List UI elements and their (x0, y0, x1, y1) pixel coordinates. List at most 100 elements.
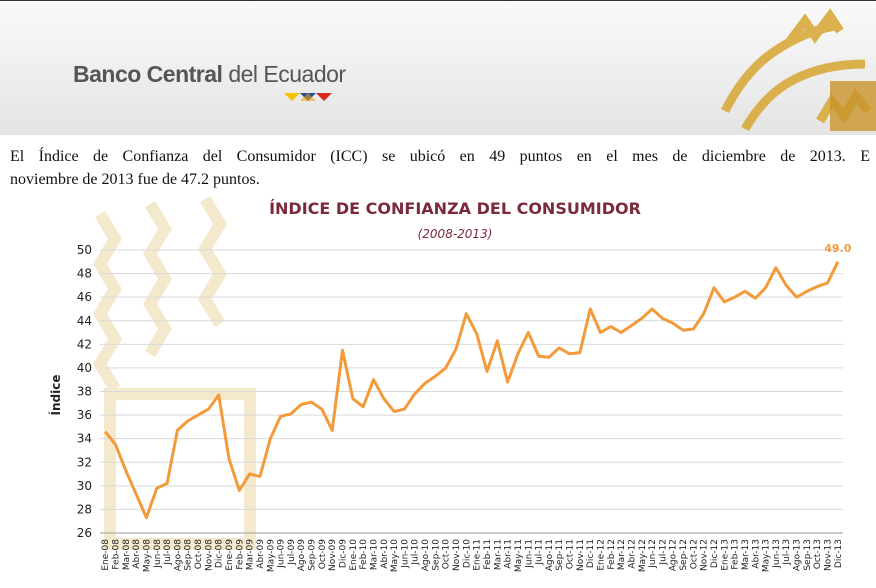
x-tick-label: Nov-11 (576, 539, 586, 571)
x-tick-label: Mar-13 (741, 539, 751, 570)
x-tick-label: Oct-09 (318, 539, 328, 570)
x-tick-label: Oct-13 (813, 539, 823, 569)
x-tick-label: Sep-10 (431, 539, 441, 571)
brand: Banco Central del Ecuador (73, 61, 346, 88)
x-tick-label: Dic-11 (586, 539, 596, 568)
watermark (93, 195, 256, 550)
y-tick-label: 42 (77, 337, 92, 351)
y-tick-label: 26 (77, 526, 92, 540)
y-tick-label: 30 (77, 479, 92, 493)
x-tick-label: Nov-12 (700, 539, 710, 571)
x-tick-label: Mar-12 (617, 539, 627, 570)
x-tick-label: Mar-09 (246, 539, 256, 570)
x-tick-label: Sep-12 (679, 539, 689, 571)
x-tick-label: May-13 (762, 539, 772, 572)
paragraph-line: El Índice de Confianza del Consumidor (I… (10, 148, 870, 165)
x-tick-label: Sep-11 (555, 539, 565, 571)
x-tick-label: Jul-10 (411, 539, 421, 566)
x-tick-label: Jun-11 (524, 539, 534, 569)
x-tick-label: Jul-11 (535, 539, 545, 566)
y-tick-label: 50 (77, 243, 92, 257)
x-tick-label: Ene-12 (596, 539, 606, 571)
x-tick-label: May-12 (638, 539, 648, 572)
x-tick-label: Ene-09 (225, 539, 235, 571)
chart-title: ÍNDICE DE CONFIANZA DEL CONSUMIDOR (269, 199, 641, 218)
x-tick-label: Jul-12 (658, 539, 668, 566)
x-tick-label: Sep-13 (803, 539, 813, 571)
y-tick-label: 34 (77, 432, 92, 446)
x-tick-label: Dic-09 (339, 539, 349, 568)
x-tick-label: Oct-10 (442, 539, 452, 570)
x-tick-label: May-10 (390, 539, 400, 572)
header-art (284, 8, 876, 132)
x-tick-label: Nov-08 (204, 539, 214, 571)
x-tick-label: Jun-13 (772, 539, 782, 569)
y-tick-label: 40 (77, 361, 92, 375)
x-tick-label: Feb-12 (607, 539, 617, 570)
x-tick-label: Jun-09 (277, 539, 287, 569)
y-tick-label: 44 (77, 314, 92, 328)
x-tick-label: Jun-10 (400, 539, 410, 569)
x-tick-label: Ago-13 (793, 539, 803, 571)
x-tick-label: Oct-12 (689, 539, 699, 569)
brand-rest: del Ecuador (228, 61, 346, 87)
y-tick-label: 32 (77, 455, 92, 469)
x-tick-label: Nov-13 (824, 539, 834, 571)
x-tick-label: Oct-11 (566, 539, 576, 569)
x-tick-label: Feb-13 (731, 539, 741, 570)
x-tick-label: Jul-08 (163, 539, 173, 566)
x-tick-label: Ene-11 (473, 539, 483, 571)
chart: ÍNDICE DE CONFIANZA DEL CONSUMIDOR (2008… (48, 195, 852, 572)
y-tick-label: 36 (77, 408, 92, 422)
y-tick-label: 48 (77, 267, 92, 281)
x-tick-label: Feb-10 (359, 539, 369, 570)
header: Banco Central del Ecuador (0, 0, 876, 135)
x-tick-label: Abr-11 (504, 539, 514, 569)
x-tick-label: Ago-08 (173, 539, 183, 572)
x-tick-label: Sep-09 (308, 539, 318, 571)
x-tick-label: Nov-10 (452, 539, 462, 571)
x-tick-label: Oct-08 (194, 539, 204, 570)
x-tick-label: Feb-09 (235, 539, 245, 570)
x-tick-label: Jul-13 (782, 539, 792, 566)
x-tick-label: Feb-08 (111, 539, 121, 570)
x-tick-label: Ago-11 (545, 539, 555, 571)
x-tick-label: Ago-09 (297, 539, 307, 572)
x-tick-label: May-09 (266, 539, 276, 572)
x-tick-label: Ene-08 (101, 539, 111, 571)
x-tick-label: Ago-12 (669, 539, 679, 571)
x-tick-label: Jun-12 (648, 539, 658, 569)
x-tick-label: May-08 (142, 539, 152, 572)
data-line (104, 261, 840, 520)
x-tick-label: Ago-10 (421, 539, 431, 572)
x-tick-label: Nov-09 (328, 539, 338, 571)
x-tick-label: Abr-09 (256, 539, 266, 569)
x-tick-label: Mar-08 (122, 539, 132, 570)
x-tick-label: Dic-12 (710, 539, 720, 568)
x-tick-label: May-11 (514, 539, 524, 572)
x-tick-label: Jun-08 (153, 539, 163, 569)
x-tick-label: Abr-10 (380, 539, 390, 569)
x-tick-label: Mar-10 (369, 539, 379, 570)
y-tick-label: 28 (77, 502, 92, 516)
x-tick-label: Jul-09 (287, 539, 297, 566)
data-label: 49.0 (824, 242, 851, 255)
y-axis-title: Índice (48, 375, 63, 416)
x-tick-label: Dic-10 (462, 539, 472, 568)
x-tick-label: Dic-13 (834, 539, 844, 568)
x-tick-label: Feb-11 (483, 539, 493, 570)
x-tick-label: Dic-08 (215, 539, 225, 568)
x-tick-label: Abr-13 (751, 539, 761, 569)
x-tick-label: Abr-12 (627, 539, 637, 569)
chart-subtitle: (2008-2013) (418, 227, 493, 241)
x-tick-label: Sep-08 (184, 539, 194, 571)
brand-bold: Banco Central (73, 61, 223, 87)
y-tick-label: 46 (77, 290, 92, 304)
x-tick-label: Abr-08 (132, 539, 142, 569)
paragraph-line: noviembre de 2013 fue de 47.2 puntos. (10, 171, 260, 188)
y-tick-label: 38 (77, 385, 92, 399)
x-tick-label: Ene-10 (349, 539, 359, 571)
x-tick-label: Mar-11 (493, 539, 503, 570)
x-tick-label: Ene-13 (720, 539, 730, 571)
